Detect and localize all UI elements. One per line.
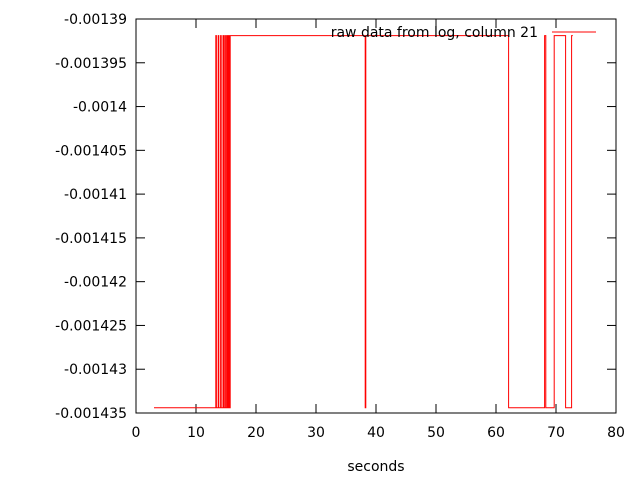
x-tick-label: 30 — [307, 425, 325, 441]
y-tick-label: -0.00141 — [64, 187, 127, 203]
plot-series — [154, 35, 573, 409]
y-tick-label: -0.00142 — [64, 275, 127, 291]
y-tick-label: -0.001425 — [55, 318, 127, 334]
y-tick-label: -0.00143 — [64, 362, 127, 378]
y-tick-label: -0.001405 — [55, 143, 127, 159]
x-tick-label: 60 — [487, 425, 505, 441]
plot-frame — [135, 18, 617, 414]
y-axis: -0.00139 -0.001395 -0.0014 -0.001405 -0.0014… — [55, 12, 616, 422]
x-tick-label: 20 — [247, 425, 265, 441]
y-tick-label: -0.001415 — [55, 231, 127, 247]
x-tick-label: 70 — [547, 425, 565, 441]
series-line — [154, 35, 573, 409]
x-axis-label: seconds — [347, 459, 404, 475]
y-tick-label: -0.001435 — [55, 406, 127, 422]
y-tick-label: -0.001395 — [55, 56, 127, 72]
x-tick-label: 50 — [427, 425, 445, 441]
legend: raw data from log, column 21 — [331, 25, 596, 41]
y-tick-label: -0.0014 — [73, 100, 127, 116]
x-tick-label: 0 — [132, 425, 141, 441]
x-tick-label: 10 — [187, 425, 205, 441]
legend-label: raw data from log, column 21 — [331, 25, 538, 41]
x-tick-label: 80 — [607, 425, 625, 441]
x-axis: 0 10 20 30 40 50 60 70 80 — [132, 19, 625, 441]
y-tick-label: -0.00139 — [64, 12, 127, 28]
x-tick-label: 40 — [367, 425, 385, 441]
